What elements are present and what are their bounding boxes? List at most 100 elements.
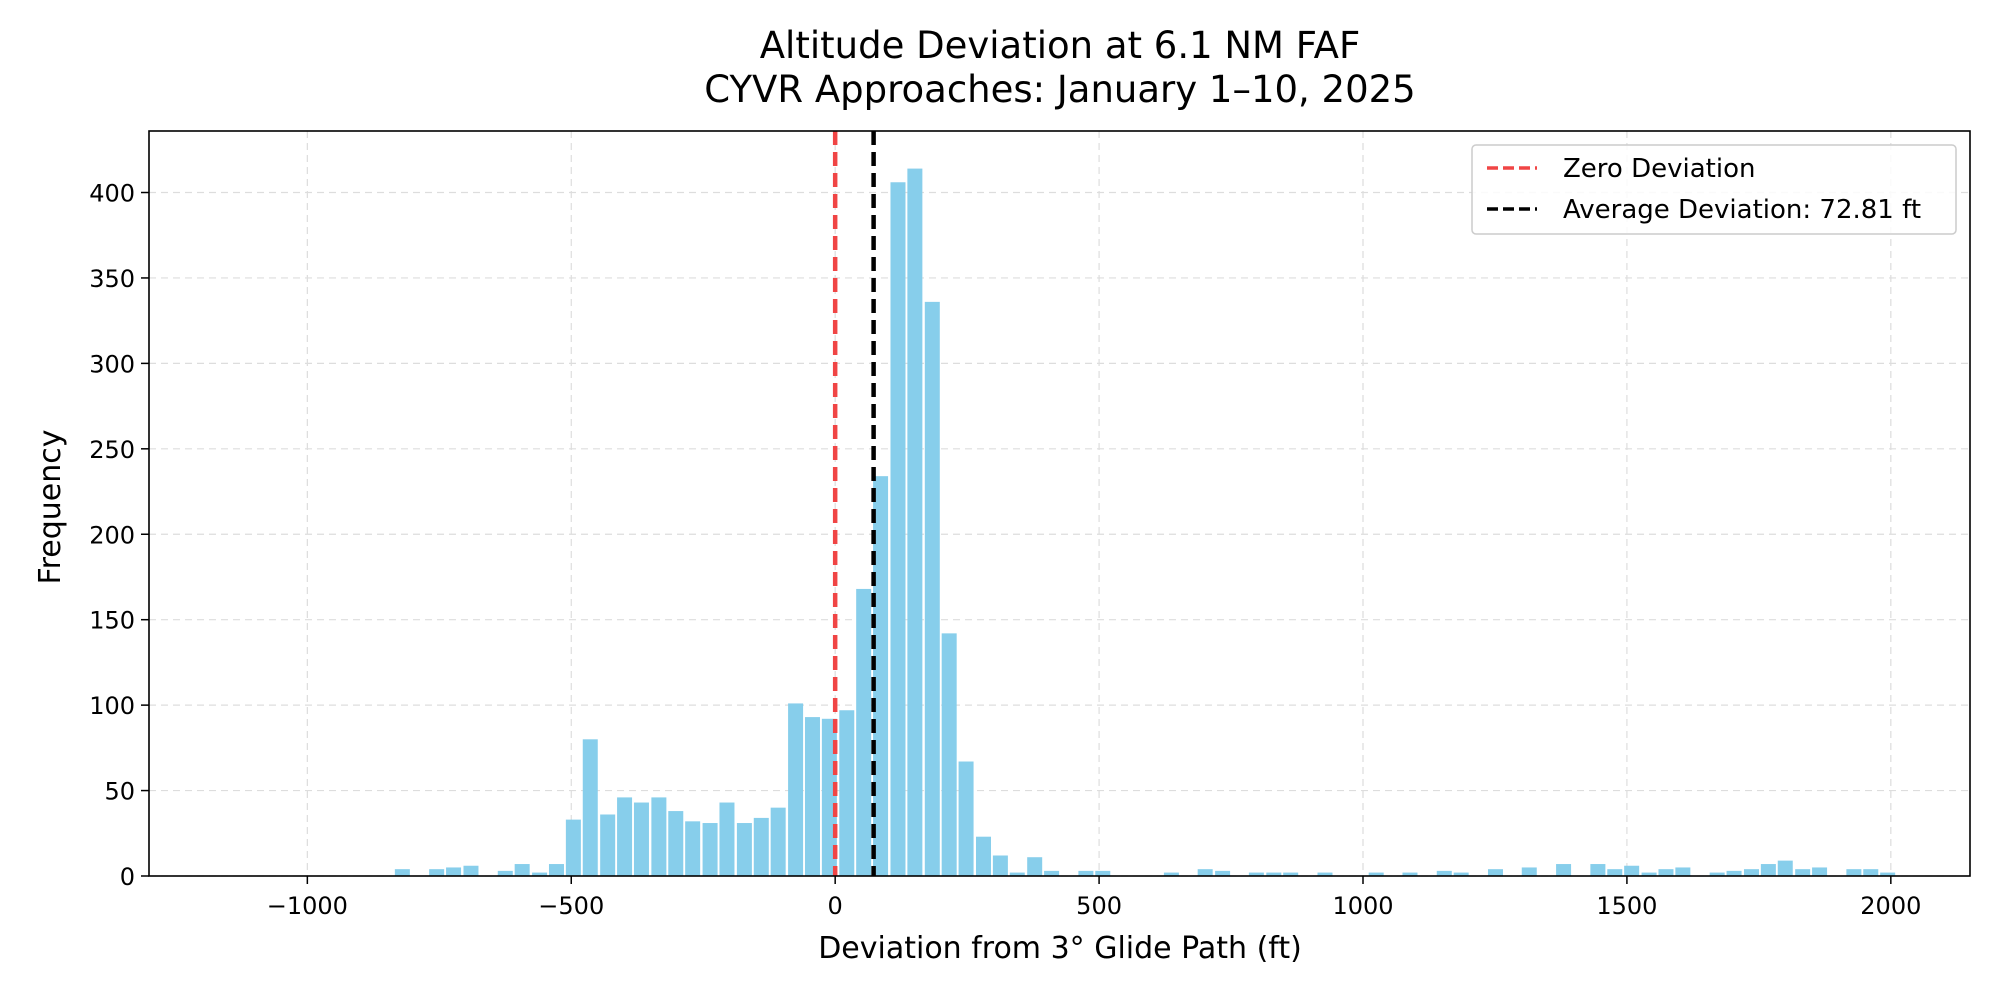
y-tick-label: 150	[89, 607, 135, 635]
histogram-bar	[1777, 860, 1793, 876]
histogram-bar	[788, 703, 804, 876]
histogram-bar	[565, 819, 581, 876]
histogram-bar	[463, 865, 479, 876]
x-tick-label: −500	[538, 892, 604, 920]
histogram-bar	[958, 761, 974, 876]
reference-lines	[832, 131, 876, 876]
histogram-bar	[1846, 869, 1862, 876]
x-tick-label: −1000	[267, 892, 348, 920]
histogram-bar	[1880, 872, 1896, 876]
histogram-bar	[429, 869, 445, 876]
legend: Zero Deviation Average Deviation: 72.81 …	[1471, 144, 1957, 235]
histogram-bar	[1283, 872, 1299, 876]
histogram-bar	[617, 797, 633, 876]
y-tick-label: 0	[120, 863, 135, 891]
histogram-bar	[1709, 872, 1725, 876]
histogram-bar	[1760, 864, 1776, 876]
y-tick-label: 250	[89, 436, 135, 464]
histogram-bar	[1743, 869, 1759, 876]
histogram-bar	[532, 872, 548, 876]
x-tick-label: 2000	[1860, 892, 1921, 920]
y-tick-label: 350	[89, 265, 135, 293]
histogram-bar	[1556, 864, 1572, 876]
plot-frame	[148, 130, 1971, 877]
legend-zero-label: Zero Deviation	[1563, 154, 1755, 184]
y-axis-label: Frequency	[33, 430, 68, 585]
histogram-bar	[685, 821, 701, 876]
histogram-bar	[702, 823, 718, 876]
x-axis-ticks: −1000 −500 0 500 1000 1500 2000	[267, 876, 1921, 920]
histogram-bar	[856, 588, 872, 876]
histogram-bar	[992, 855, 1008, 876]
histogram-bar	[1436, 870, 1452, 876]
histogram-bar	[600, 814, 616, 876]
histogram-bar	[924, 301, 940, 876]
histogram-bar	[1163, 872, 1179, 876]
histogram-bar	[514, 864, 530, 876]
y-tick-label: 400	[89, 180, 135, 208]
histogram-bar	[1453, 872, 1469, 876]
histogram-bar	[1795, 869, 1811, 876]
histogram-bar	[719, 802, 735, 876]
histogram-bar	[1197, 869, 1213, 876]
histogram-bar	[770, 807, 786, 876]
histogram-bar	[1078, 870, 1094, 876]
histogram-bar	[839, 710, 855, 876]
histogram-bar	[975, 836, 991, 876]
histogram-bar	[633, 802, 649, 876]
histogram-bar	[1095, 870, 1111, 876]
histogram-bar	[1521, 867, 1537, 876]
x-tick-label: 500	[1076, 892, 1122, 920]
legend-mean-label: Average Deviation: 72.81 ft	[1563, 195, 1921, 225]
histogram-bar	[804, 717, 820, 876]
x-axis-label: Deviation from 3° Glide Path (ft)	[818, 931, 1302, 966]
histogram-bar	[394, 869, 410, 876]
histogram-bar	[1607, 869, 1623, 876]
chart-subtitle: CYVR Approaches: January 1–10, 2025	[704, 68, 1415, 111]
histogram-bar	[446, 867, 462, 876]
x-tick-label: 1500	[1596, 892, 1657, 920]
histogram-bars	[394, 168, 1896, 876]
y-tick-label: 50	[104, 778, 135, 806]
histogram-bar	[890, 182, 906, 876]
histogram-bar	[582, 739, 598, 876]
histogram-bar	[651, 797, 667, 876]
x-tick-label: 1000	[1332, 892, 1393, 920]
histogram-bar	[873, 476, 889, 876]
histogram-bar	[753, 817, 769, 876]
histogram-bar	[1317, 872, 1333, 876]
histogram-bar	[1402, 872, 1418, 876]
histogram-bar	[1009, 872, 1025, 876]
y-tick-label: 200	[89, 521, 135, 549]
histogram-bar	[1368, 872, 1384, 876]
y-tick-label: 100	[89, 692, 135, 720]
y-axis-ticks: 0 50 100 150 200 250 300 350 400	[89, 180, 149, 891]
histogram-bar	[1863, 869, 1879, 876]
histogram-bar	[1590, 864, 1606, 876]
x-tick-label: 0	[828, 892, 843, 920]
y-tick-label: 300	[89, 350, 135, 378]
histogram-bar	[497, 870, 513, 876]
histogram-bar	[1726, 870, 1742, 876]
histogram-bar	[941, 633, 957, 876]
histogram-bar	[1658, 869, 1674, 876]
histogram-bar	[1044, 870, 1060, 876]
histogram-bar	[907, 168, 923, 876]
histogram-bar	[1641, 872, 1657, 876]
histogram-bar	[1675, 867, 1691, 876]
histogram-bar	[548, 864, 564, 876]
histogram-bar	[1248, 872, 1264, 876]
histogram-bar	[1624, 865, 1640, 876]
legend-box	[1471, 144, 1957, 235]
histogram-bar	[1215, 870, 1231, 876]
chart-title: Altitude Deviation at 6.1 NM FAF	[760, 24, 1360, 67]
histogram-bar	[736, 823, 752, 876]
histogram-bar	[1812, 867, 1828, 876]
histogram-bar	[1027, 857, 1043, 876]
histogram-bar	[668, 811, 684, 876]
histogram-bar	[1266, 872, 1282, 876]
grid-lines	[149, 131, 1970, 877]
histogram-bar	[1487, 869, 1503, 876]
